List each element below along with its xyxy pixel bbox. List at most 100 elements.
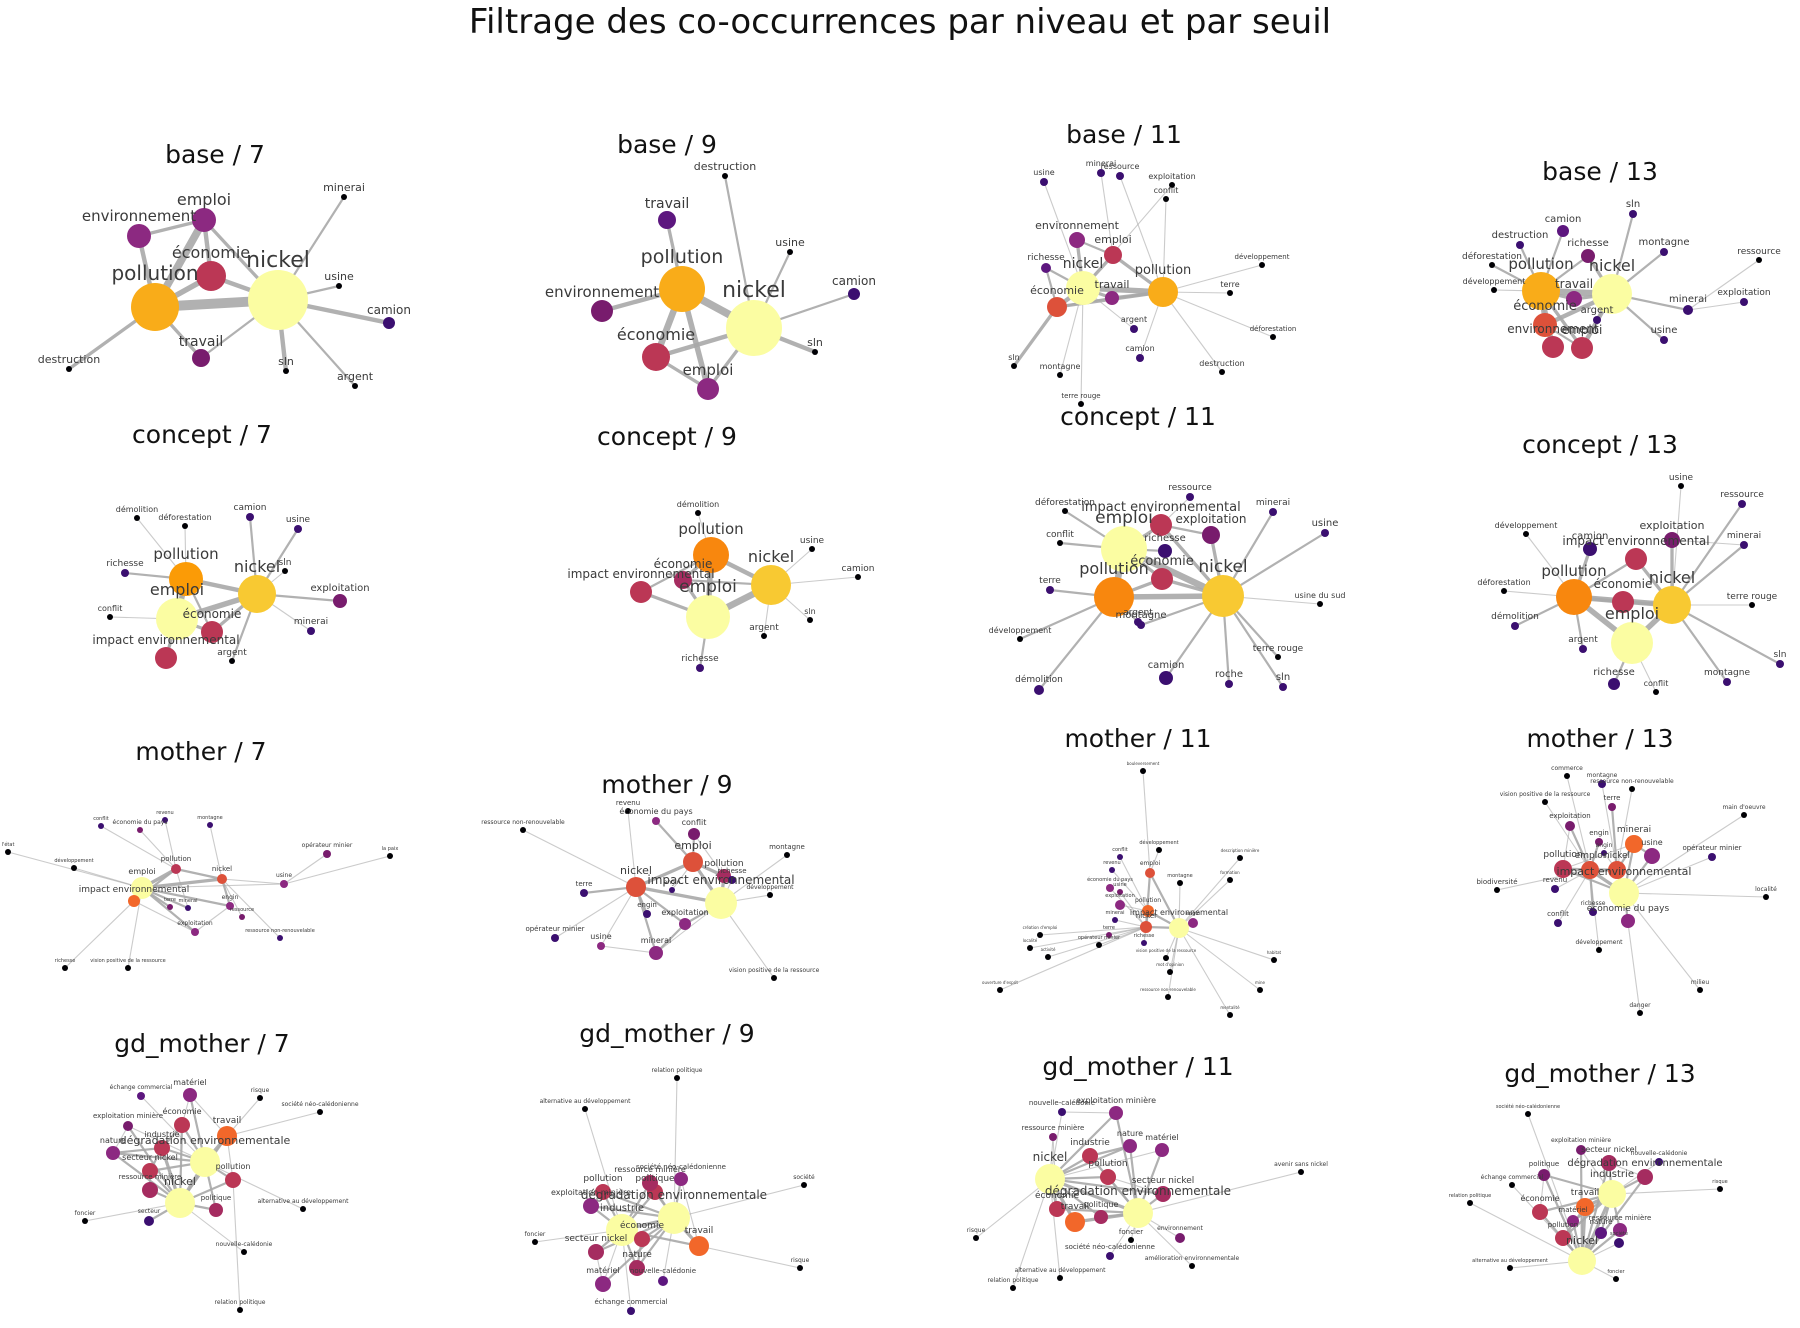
graph-node <box>1227 1012 1233 1018</box>
node-label: camion <box>1545 214 1582 225</box>
node-label: terre <box>1039 576 1061 586</box>
graph-node <box>246 513 254 521</box>
node-label: destruction <box>694 160 756 173</box>
node-label: économie du pays <box>113 819 168 826</box>
graph-node <box>1551 885 1559 893</box>
graph-edge <box>1178 927 1261 991</box>
graph-node <box>649 946 663 960</box>
graph-node <box>1219 369 1225 375</box>
node-label: destruction <box>1199 359 1244 368</box>
graph-node <box>1660 248 1668 256</box>
graph-edge <box>1048 1177 1140 1215</box>
network-panel: mother / 9 impact environnemental nickel em… <box>450 684 900 1004</box>
graph-edge <box>1178 857 1241 929</box>
node-label: nature <box>1590 1218 1613 1226</box>
graph-node <box>1057 372 1063 378</box>
graph-node <box>1237 855 1243 861</box>
node-label: montagne <box>1704 668 1750 678</box>
graph-node <box>123 1121 133 1131</box>
graph-node <box>190 1147 220 1177</box>
node-label: ressource <box>230 907 254 913</box>
graph-node <box>751 565 791 605</box>
graph-node <box>1576 1198 1594 1216</box>
graph-edge <box>1687 259 1760 311</box>
graph-edge <box>283 855 391 885</box>
node-label: pollution <box>1079 559 1149 578</box>
node-label: pollution <box>1548 1221 1578 1229</box>
node-label: pollution <box>161 855 191 863</box>
node-label: usine <box>1651 325 1678 336</box>
graph-node <box>627 1307 635 1315</box>
node-label: économie <box>172 243 250 262</box>
node-label: nouvelle-calédonie <box>630 1267 696 1275</box>
graph-node <box>683 852 703 872</box>
graph-node <box>595 1276 611 1292</box>
graph-node <box>1593 316 1601 324</box>
graph-edge <box>1061 1111 1117 1114</box>
graph-node <box>1137 621 1145 629</box>
graph-node <box>1516 241 1524 249</box>
graph-node <box>162 817 168 823</box>
graph-node <box>1566 291 1582 307</box>
graph-node <box>591 300 613 322</box>
node-label: exploitation <box>661 908 708 917</box>
figure-title: Filtrage des co-occurrences par niveau e… <box>468 2 1332 42</box>
graph-node <box>784 852 790 858</box>
graph-node <box>1653 689 1659 695</box>
node-label: opérateur minier <box>525 925 584 933</box>
graph-edge <box>1167 927 1180 998</box>
graph-node <box>169 562 203 596</box>
graph-node <box>71 865 77 871</box>
graph-node <box>728 876 736 884</box>
node-label: ressource minière <box>1022 1124 1085 1132</box>
network-panel: mother / 13 impact environnemental emploi n… <box>1350 684 1800 1016</box>
graph-node <box>1041 263 1051 273</box>
graph-node <box>1066 271 1100 305</box>
graph-node <box>98 823 104 829</box>
node-label: montagne <box>769 843 805 851</box>
node-label: économie <box>162 1106 201 1116</box>
graph-node <box>629 1260 645 1276</box>
node-label: travail <box>1571 1188 1600 1198</box>
graph-node <box>1741 812 1747 818</box>
graph-edge <box>1080 287 1084 405</box>
graph-node <box>1525 1111 1531 1117</box>
network-panel: concept / 13 nickel pollution emploi économi… <box>1350 362 1800 695</box>
node-label: alternative au développement <box>540 1098 632 1105</box>
node-label: nickel <box>1566 1234 1598 1247</box>
graph-node <box>1589 908 1597 916</box>
graph-node <box>127 224 151 248</box>
panel-title: mother / 11 <box>1064 724 1212 753</box>
graph-node <box>1130 325 1138 333</box>
graph-edge <box>600 886 637 947</box>
node-label: secteur nickel <box>1581 1145 1637 1154</box>
graph-node <box>1564 773 1570 779</box>
graph-edge <box>1671 539 1745 546</box>
graph-node <box>1034 685 1044 695</box>
graph-edge <box>232 1179 241 1311</box>
graph-node <box>1116 172 1124 180</box>
graph-node <box>697 378 719 400</box>
graph-node <box>185 905 191 911</box>
node-label: économie <box>1513 299 1577 314</box>
node-label: opérateur minier <box>302 842 353 849</box>
graph-node <box>225 1172 241 1188</box>
graph-edge <box>1162 291 1223 373</box>
node-label: développement <box>1235 253 1290 261</box>
graph-node <box>807 617 813 623</box>
graph-edge <box>1049 1178 1061 1279</box>
graph-node <box>1523 531 1529 537</box>
graph-node <box>1576 1145 1586 1155</box>
node-label: sln <box>1774 650 1787 660</box>
node-label: démolition <box>1015 674 1063 685</box>
node-label: danger <box>1629 1002 1651 1009</box>
node-label: pollution <box>1508 255 1573 273</box>
node-label: argent <box>1581 305 1614 316</box>
graph-node <box>679 918 691 930</box>
graph-node <box>1467 1200 1473 1206</box>
node-label: milieu <box>1691 979 1710 986</box>
network-panel: gd_mother / 11 nickel dégradation environn… <box>900 1006 1350 1326</box>
graph-node <box>1115 900 1125 910</box>
graph-edge <box>1114 1111 1140 1215</box>
graph-node <box>658 1202 690 1234</box>
